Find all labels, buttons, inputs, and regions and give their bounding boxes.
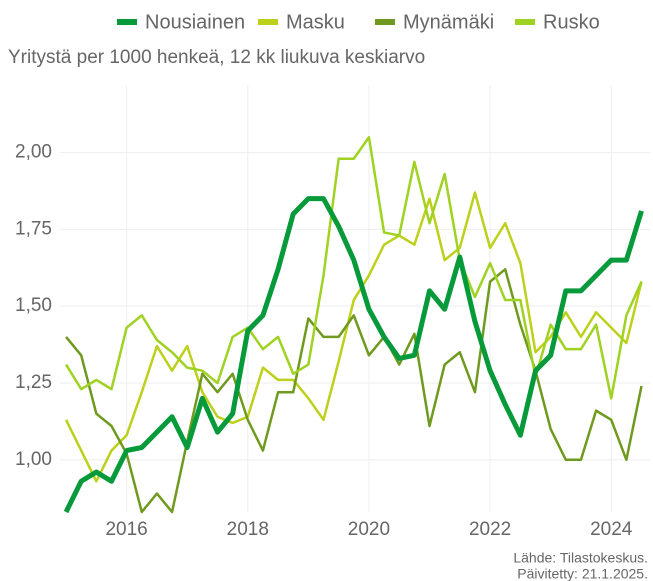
line-series [63,196,644,514]
legend-label: Masku [286,11,345,33]
legend-label: Nousiainen [145,11,245,33]
source: Lähde: Tilastokeskus. [513,550,648,566]
y-tick-label: 1,50 [15,295,52,316]
y-tick-label: 1,25 [15,372,52,393]
legend-label: Mynämäki [403,11,494,33]
line-series [65,268,643,514]
y-tick-label: 1,75 [15,218,52,239]
chart-subtitle: Yritystä per 1000 henkeä, 12 kk liukuva … [8,47,425,68]
updated: Päivitetty: 21.1.2025. [517,566,648,581]
x-tick-label: 2024 [590,519,633,540]
y-tick-label: 1,00 [15,449,52,470]
x-tick-label: 2022 [469,519,511,540]
line-series [64,135,643,400]
x-tick-label: 2016 [105,519,147,540]
x-tick-label: 2020 [348,519,390,540]
x-tick-label: 2018 [227,519,269,540]
y-tick-label: 2,00 [15,142,52,163]
legend-label: Rusko [543,11,600,33]
